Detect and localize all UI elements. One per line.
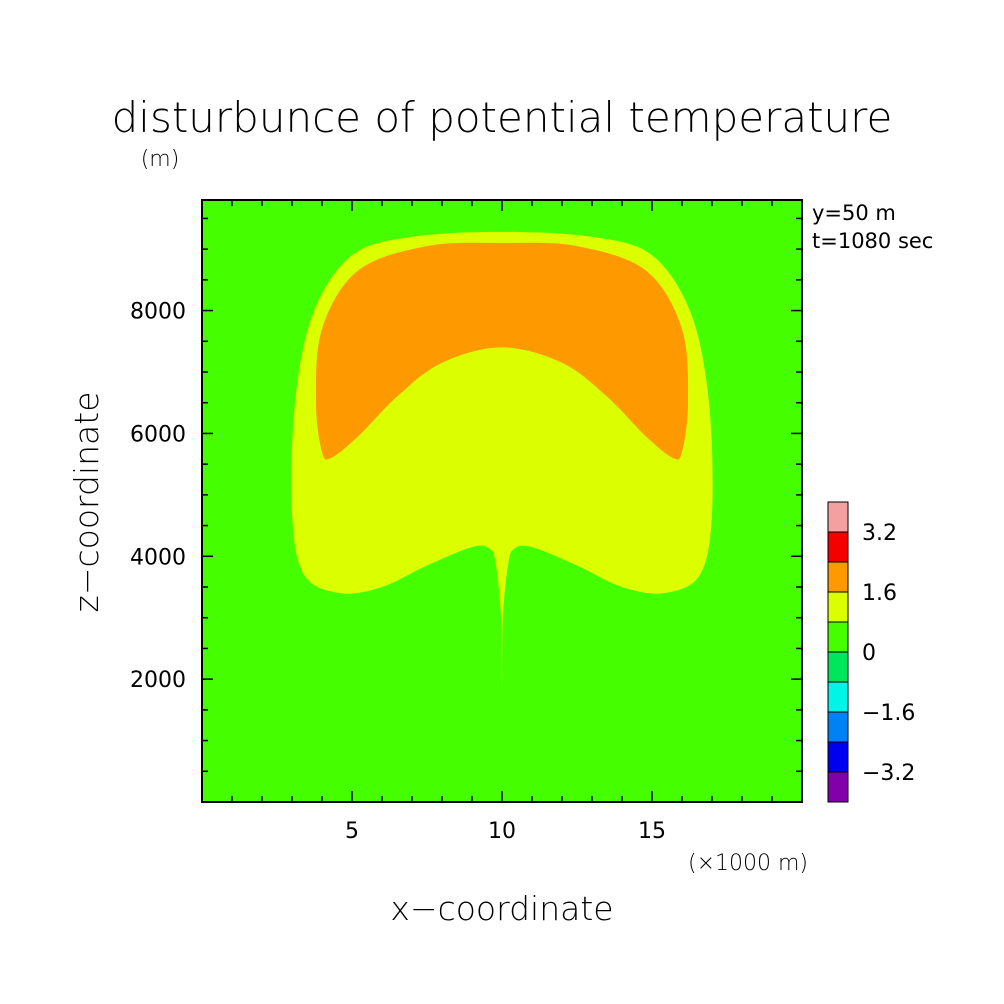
title-units: (m) [141, 147, 180, 172]
colorbar-label: 3.2 [862, 521, 897, 546]
info-line-y: y=50 m [812, 201, 896, 225]
colorbar-swatch [827, 621, 849, 653]
colorbar-label: −3.2 [862, 761, 915, 786]
contour-region-2 [315, 242, 689, 460]
colorbar-label: 0 [862, 641, 876, 666]
y-tick-label: 4000 [130, 545, 186, 570]
x-tick-label: 15 [638, 819, 666, 844]
colorbar-swatch [827, 651, 849, 683]
y-tick-label: 6000 [130, 422, 186, 447]
colorbar-swatch [827, 711, 849, 743]
y-tick-label: 2000 [130, 668, 186, 693]
x-axis-label: x−coordinate [390, 889, 613, 928]
colorbar-label: −1.6 [862, 701, 915, 726]
colorbar-swatch [827, 561, 849, 593]
plot-area [201, 199, 803, 803]
x-tick-label: 5 [345, 819, 359, 844]
info-line-t: t=1080 sec [812, 229, 933, 253]
colorbar-label: 1.6 [862, 581, 897, 606]
x-tick-label: 10 [488, 819, 516, 844]
colorbar-swatch [827, 501, 849, 533]
colorbar-swatch [827, 741, 849, 773]
y-axis-label: z−coordinate [67, 392, 106, 613]
colorbar: 3.2 1.6 0 −1.6 −3.2 [827, 501, 915, 803]
y-tick-label: 8000 [130, 300, 186, 325]
x-axis: 5 10 15 [231, 200, 773, 844]
colorbar-swatch [827, 771, 849, 803]
colorbar-swatch [827, 591, 849, 623]
y-axis: 2000 4000 6000 8000 [130, 217, 802, 773]
x-axis-units: (×1000 m) [688, 851, 808, 876]
colorbar-swatch [827, 681, 849, 713]
colorbar-swatch [827, 531, 849, 563]
chart-title: disturbunce of potential temperature [112, 93, 893, 142]
